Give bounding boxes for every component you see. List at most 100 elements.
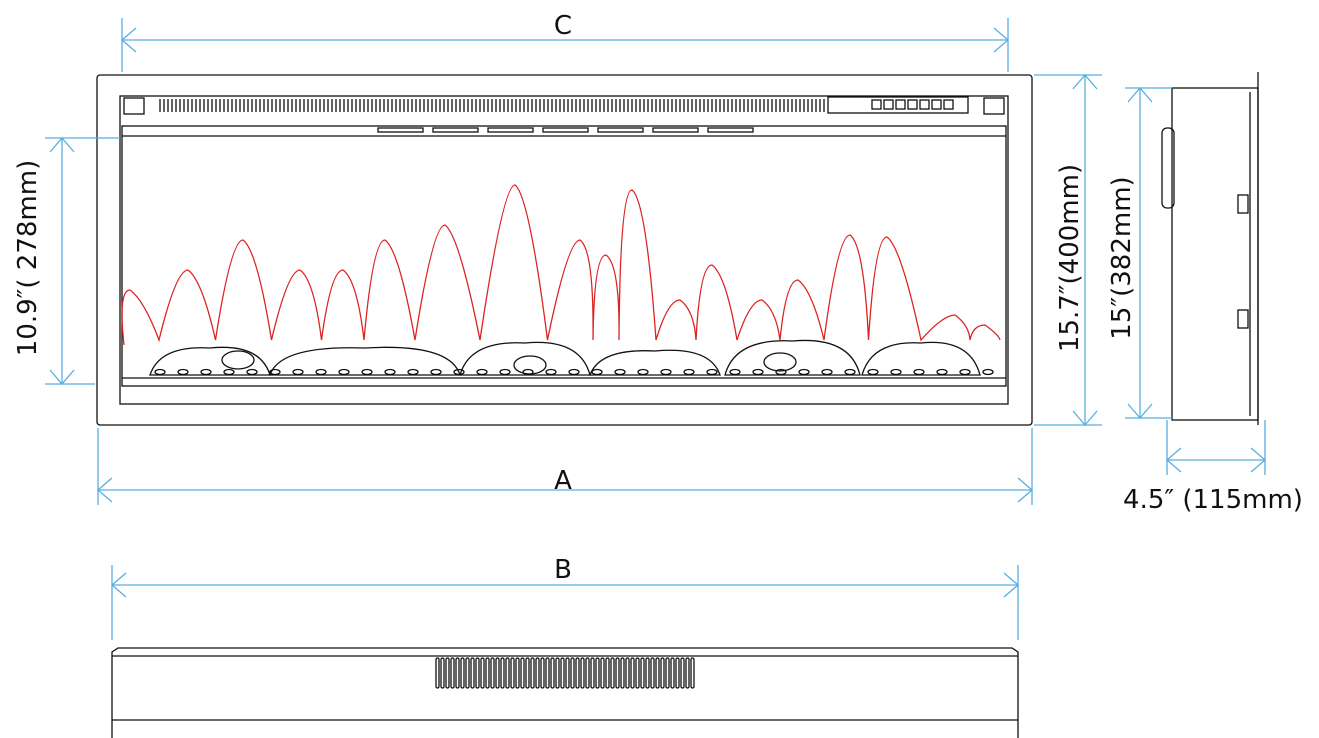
vent (660, 657, 665, 689)
vent (620, 657, 625, 689)
ember (982, 368, 994, 376)
vent (495, 657, 500, 689)
ember (959, 368, 971, 376)
log-end (221, 350, 255, 370)
arrow (1072, 74, 1098, 90)
inner-frame (119, 95, 1009, 405)
dim-label-b: B (554, 555, 572, 585)
slot (597, 127, 644, 133)
arrow (1166, 447, 1182, 473)
button (943, 99, 954, 110)
arrow (49, 137, 75, 153)
ember (177, 368, 189, 376)
vent (610, 657, 615, 689)
vent (595, 657, 600, 689)
vent (675, 657, 680, 689)
slot (652, 127, 699, 133)
ember (890, 368, 902, 376)
dim-label-side-height: 15″(382mm) (1107, 176, 1137, 339)
vent (680, 657, 685, 689)
vent (655, 657, 660, 689)
vent (520, 657, 525, 689)
dim-label-a: A (554, 466, 572, 496)
log (589, 349, 721, 376)
corner (123, 97, 145, 115)
ember (614, 368, 626, 376)
arrow (111, 572, 127, 598)
vent (650, 657, 655, 689)
vent (590, 657, 595, 689)
side-bracket (1237, 194, 1249, 214)
vent (480, 657, 485, 689)
slot (707, 127, 754, 133)
vent (500, 657, 505, 689)
ember (637, 368, 649, 376)
ember (568, 368, 580, 376)
ember (430, 368, 442, 376)
log (724, 339, 861, 376)
side-bracket (1237, 309, 1249, 329)
ember (729, 368, 741, 376)
button (871, 99, 882, 110)
vent (540, 657, 545, 689)
vent (450, 657, 455, 689)
vent (475, 657, 480, 689)
vent (535, 657, 540, 689)
vent (525, 657, 530, 689)
vent (485, 657, 490, 689)
ember (154, 368, 166, 376)
arrow (97, 477, 113, 503)
ember (407, 368, 419, 376)
vent (570, 657, 575, 689)
ember (798, 368, 810, 376)
side-handle (1161, 127, 1175, 209)
vent (550, 657, 555, 689)
vent (630, 657, 635, 689)
button (919, 99, 930, 110)
vent (600, 657, 605, 689)
log-end (513, 355, 547, 375)
ember (683, 368, 695, 376)
flames (121, 184, 1001, 346)
vent (555, 657, 560, 689)
ember (361, 368, 373, 376)
log (269, 346, 461, 376)
arrow (1127, 87, 1153, 103)
log (149, 346, 271, 376)
vent (545, 657, 550, 689)
corner (983, 97, 1005, 115)
vent (665, 657, 670, 689)
ember (545, 368, 557, 376)
vent (530, 657, 535, 689)
front-frame (96, 74, 1033, 426)
ember (867, 368, 879, 376)
ember (936, 368, 948, 376)
button (931, 99, 942, 110)
arrow (1127, 403, 1153, 419)
ember (775, 368, 787, 376)
ember (269, 368, 281, 376)
ember (706, 368, 718, 376)
vent (465, 657, 470, 689)
button (883, 99, 894, 110)
log-end (763, 352, 797, 372)
vent (605, 657, 610, 689)
vent (470, 657, 475, 689)
ember (246, 368, 258, 376)
arrow (993, 27, 1009, 53)
vent (455, 657, 460, 689)
ember (752, 368, 764, 376)
ember (315, 368, 327, 376)
vent (435, 657, 440, 689)
ember (453, 368, 465, 376)
control-panel (827, 96, 969, 114)
log (861, 341, 981, 376)
vent (515, 657, 520, 689)
ember (292, 368, 304, 376)
vent (625, 657, 630, 689)
ember (384, 368, 396, 376)
vent (635, 657, 640, 689)
slot (487, 127, 534, 133)
vent (445, 657, 450, 689)
